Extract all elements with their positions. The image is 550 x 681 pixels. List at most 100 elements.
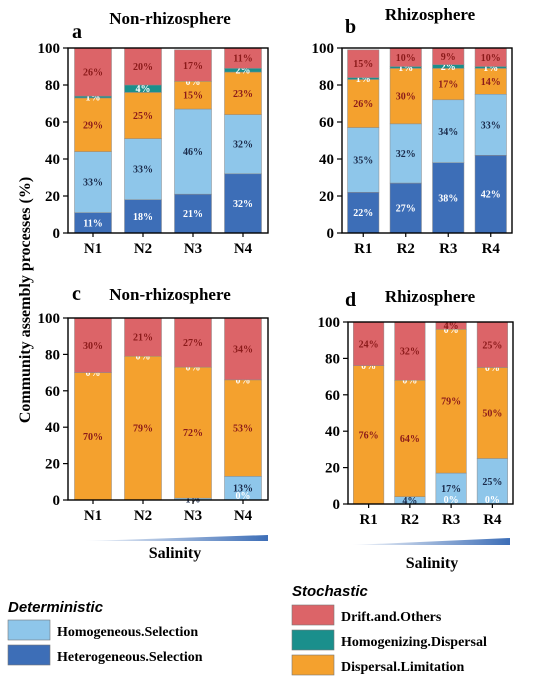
y-tick-label: 80 (319, 78, 334, 94)
panel-c-letter: c (72, 283, 81, 305)
data-label: 32% (233, 140, 253, 151)
y-tick-label: 100 (38, 41, 61, 57)
y-tick-label: 20 (45, 189, 60, 205)
bar-segment (224, 173, 262, 234)
panel-c: Non-rhizosphere c 0 20 40 60 80 100 0% 70% 0% 30% N1… (38, 283, 269, 524)
data-label: 0% (136, 352, 151, 363)
y-axis-label: Community assembly processes (%) (17, 177, 34, 423)
data-label: 29% (83, 120, 103, 131)
data-label: 1% (86, 93, 101, 104)
bar-segment (476, 321, 508, 368)
data-label: 26% (83, 68, 103, 79)
data-label: 1% (483, 63, 498, 74)
salinity-gradient-left (85, 535, 268, 541)
bar-segment (394, 321, 426, 381)
data-label: 33% (481, 120, 501, 131)
x-tick-label: R1 (359, 512, 377, 528)
bar-segment (347, 79, 380, 128)
data-label: 27% (183, 338, 203, 349)
data-label: 24% (359, 339, 379, 350)
plot-frame (341, 47, 513, 234)
data-label: 0% (186, 363, 201, 374)
bar-segment (432, 162, 465, 234)
panel-a-letter: a (72, 21, 82, 43)
bar-segment (174, 317, 212, 368)
bar-segment (347, 192, 380, 234)
data-label: 9% (441, 52, 456, 63)
bar-segment (224, 317, 262, 381)
data-label: 70% (83, 432, 103, 443)
data-label: 4% (402, 496, 417, 507)
data-label: 21% (133, 333, 153, 344)
plot-frame (67, 47, 269, 234)
data-label: 25% (482, 340, 502, 351)
salinity-label-right: Salinity (406, 555, 458, 572)
data-label: 0% (485, 495, 500, 506)
x-tick-label: R4 (482, 241, 501, 257)
x-tick-label: N4 (234, 241, 253, 257)
data-label: 0% (86, 368, 101, 379)
x-tick-label: N1 (84, 241, 102, 257)
data-label: 38% (438, 193, 458, 204)
bar-segment (74, 372, 112, 501)
bar-segment (389, 182, 422, 234)
data-label: 21% (183, 209, 203, 220)
data-label: 0% (485, 363, 500, 374)
legend-label-homogenizing-dispersal: Homogenizing.Dispersal (341, 635, 487, 650)
legend-swatch-homogeneous-selection (7, 619, 51, 641)
panel-c-title: Non-rhizosphere (109, 285, 231, 304)
data-label: 35% (353, 155, 373, 166)
data-label: 14% (481, 77, 501, 88)
data-label: 25% (482, 477, 502, 488)
data-label: 30% (83, 341, 103, 352)
bar-segment (74, 47, 112, 97)
x-tick-label: R2 (401, 512, 419, 528)
bar-segment (432, 99, 465, 163)
data-label: 2% (441, 62, 456, 73)
data-label: 46% (183, 147, 203, 158)
bar-segment (474, 155, 507, 234)
bar-segment (347, 49, 380, 78)
data-label: 32% (396, 149, 416, 160)
bar-segment (353, 321, 385, 366)
data-label: 0% (186, 77, 201, 88)
y-tick-label: 100 (38, 311, 61, 327)
data-label: 2% (236, 66, 251, 77)
bar-segment (353, 365, 385, 505)
data-label: 76% (359, 430, 379, 441)
x-tick-label: N2 (134, 241, 152, 257)
bar-segment (347, 127, 380, 193)
data-label: 10% (481, 53, 501, 64)
bar-segment (174, 81, 212, 110)
data-label: 10% (396, 53, 416, 64)
data-label: 34% (438, 127, 458, 138)
y-tick-label: 100 (312, 41, 335, 57)
data-label: 17% (438, 80, 458, 91)
salinity-gradient-right (352, 538, 510, 545)
legend-label-heterogeneous-selection: Heterogeneous.Selection (57, 650, 203, 665)
y-tick-label: 0 (333, 497, 341, 513)
y-tick-label: 60 (325, 388, 340, 404)
legend-swatch-dispersal-limitation (291, 654, 335, 676)
data-label: 25% (133, 111, 153, 122)
data-label: 33% (133, 165, 153, 176)
x-tick-label: N3 (184, 241, 202, 257)
data-label: 1% (398, 63, 413, 74)
panel-a-title: Non-rhizosphere (109, 9, 231, 28)
bar-segment (224, 114, 262, 175)
bar-segment (224, 71, 262, 115)
data-label: 22% (353, 208, 373, 219)
y-tick-label: 40 (45, 420, 60, 436)
bar-segment (476, 367, 508, 459)
panel-a: Non-rhizosphere a 0 20 40 60 80 100 11% 33% 29% 1% 2… (38, 9, 269, 257)
y-tick-label: 0 (53, 226, 61, 242)
legend-swatch-heterogeneous-selection (7, 644, 51, 666)
data-label: 0% (444, 495, 459, 506)
data-label: 17% (441, 484, 461, 495)
y-tick-label: 20 (319, 189, 334, 205)
data-label: 50% (482, 409, 502, 420)
y-tick-label: 100 (318, 315, 341, 331)
legend-label-dispersal-limitation: Dispersal.Limitation (341, 660, 464, 675)
data-label: 26% (353, 99, 373, 110)
data-label: 42% (481, 190, 501, 201)
